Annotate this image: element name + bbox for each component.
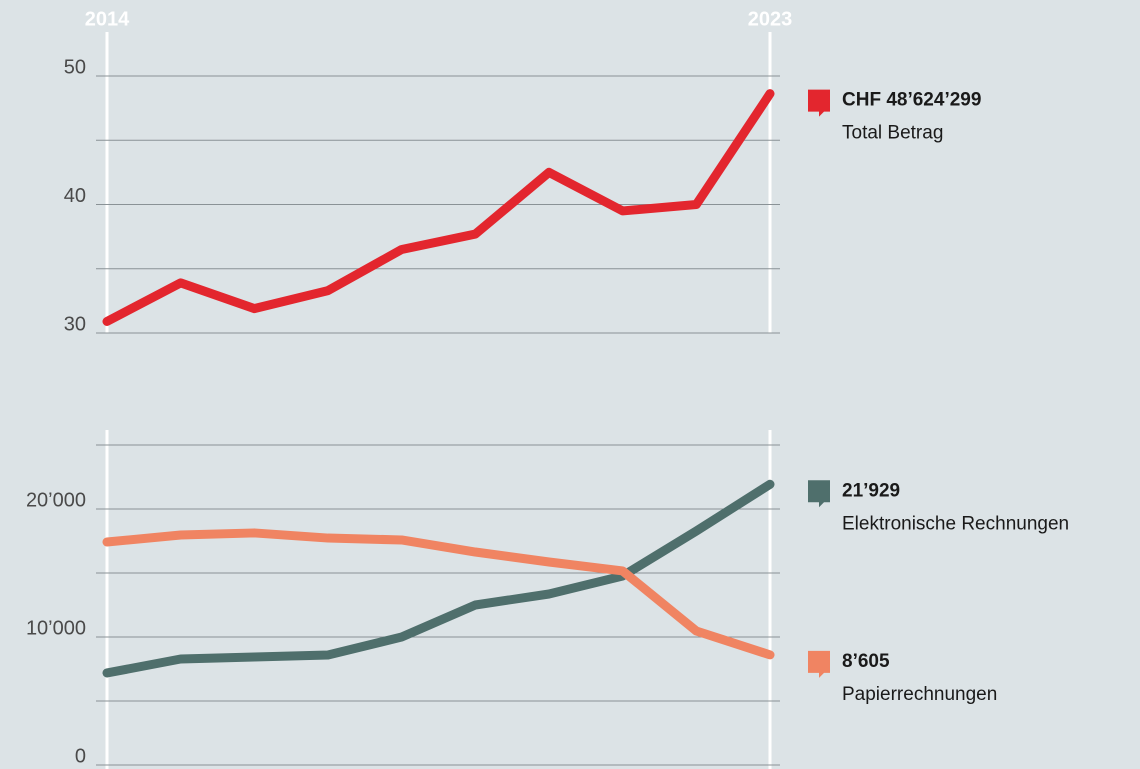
- value-label: 8’605: [842, 651, 890, 672]
- y-tick-label: 0: [75, 745, 86, 767]
- value-label: CHF 48’624’299: [842, 90, 981, 111]
- legend-label: Papierrechnungen: [842, 684, 997, 705]
- y-tick-label: 20’000: [26, 489, 86, 511]
- legend-label: Total Betrag: [842, 123, 943, 144]
- series-line: [102, 479, 775, 678]
- legend-icon: [808, 650, 830, 678]
- legend-icon: [808, 89, 830, 117]
- value-label: 21’929: [842, 480, 900, 501]
- series-line: [102, 89, 775, 326]
- y-tick-label: 30: [64, 313, 86, 335]
- legend-icon: [808, 480, 830, 508]
- y-tick-label: 50: [64, 56, 86, 78]
- series-line: [102, 528, 775, 660]
- x-tick-label: 2014: [85, 8, 130, 30]
- legend-label: Elektronische Rechnungen: [842, 513, 1069, 534]
- x-tick-label: 2023: [748, 8, 793, 30]
- y-tick-label: 10’000: [26, 617, 86, 639]
- y-tick-label: 40: [64, 185, 86, 207]
